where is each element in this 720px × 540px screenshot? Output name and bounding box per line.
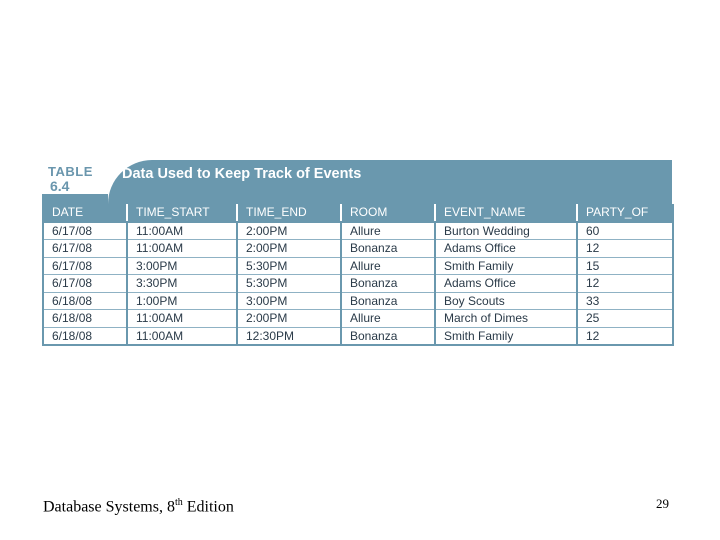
book-title-suffix: Edition xyxy=(182,498,234,516)
table-cell: 12 xyxy=(577,327,674,346)
table-cell: Smith Family xyxy=(435,327,578,346)
table-label-word: TABLE xyxy=(48,164,93,179)
table-cell: March of Dimes xyxy=(435,309,578,328)
table-cell: 15 xyxy=(577,257,674,275)
table-cell: Bonanza xyxy=(341,327,436,346)
table-cell: 2:00PM xyxy=(237,309,342,328)
table-cell: 6/17/08 xyxy=(42,239,128,258)
table-cell: Boy Scouts xyxy=(435,292,578,310)
table-cell: 12 xyxy=(577,239,674,258)
table-row: 6/17/08 11:00AM 2:00PM Allure Burton Wedding… xyxy=(42,221,674,240)
column-header: TIME_END xyxy=(237,204,342,223)
table-cell: 6/18/08 xyxy=(42,309,128,328)
table-cell: 6/18/08 xyxy=(42,292,128,310)
table-cell: 11:00AM xyxy=(127,221,238,240)
table-row: 6/17/08 3:30PM 5:30PM Bonanza Adams Office 12 xyxy=(42,274,674,293)
table-cell: 3:30PM xyxy=(127,274,238,293)
book-title: Database Systems, 8th Edition xyxy=(43,497,234,516)
table-cell: 5:30PM xyxy=(237,274,342,293)
table-row: 6/18/08 11:00AM 12:30PM Bonanza Smith Family… xyxy=(42,327,674,346)
table-cell: Adams Office xyxy=(435,274,578,293)
column-header: PARTY_OF xyxy=(577,204,674,223)
column-header: TIME_START xyxy=(127,204,238,223)
book-title-sup: th xyxy=(174,497,183,508)
table-figure: TABLE 6.4 Data Used to Keep Track of Eve… xyxy=(42,160,674,346)
table-cell: 2:00PM xyxy=(237,221,342,240)
table-cell: 12 xyxy=(577,274,674,293)
table-cell: 1:00PM xyxy=(127,292,238,310)
table-label-number: 6.4 xyxy=(50,178,70,194)
table-cell: Bonanza xyxy=(341,274,436,293)
page-number: 29 xyxy=(656,496,669,511)
table-cell: Bonanza xyxy=(341,239,436,258)
table-cell: 11:00AM xyxy=(127,239,238,258)
table-cell: Allure xyxy=(341,309,436,328)
title-band-tail xyxy=(42,194,108,204)
table-cell: 2:00PM xyxy=(237,239,342,258)
table-header: TABLE 6.4 Data Used to Keep Track of Eve… xyxy=(42,160,672,204)
table-cell: 12:30PM xyxy=(237,327,342,346)
table-label: TABLE 6.4 xyxy=(42,160,118,204)
table-cell: Adams Office xyxy=(435,239,578,258)
table-cell: 11:00AM xyxy=(127,327,238,346)
table-cell: 60 xyxy=(577,221,674,240)
table-cell: 6/17/08 xyxy=(42,257,128,275)
table-cell: 5:30PM xyxy=(237,257,342,275)
table-body: 6/17/08 11:00AM 2:00PM Allure Burton Wedding… xyxy=(42,221,674,346)
table-cell: Burton Wedding xyxy=(435,221,578,240)
table-header-row: DATE TIME_START TIME_END ROOM EVENT_NAME PART… xyxy=(42,204,674,223)
column-header: DATE xyxy=(42,204,128,223)
table-cell: 6/17/08 xyxy=(42,274,128,293)
book-title-prefix: Database Systems, 8 xyxy=(43,498,175,516)
table-cell: Bonanza xyxy=(341,292,436,310)
table-cell: 6/18/08 xyxy=(42,327,128,346)
table-row: 6/18/08 11:00AM 2:00PM Allure March of Dimes… xyxy=(42,309,674,328)
table-cell: Allure xyxy=(341,221,436,240)
column-header: ROOM xyxy=(341,204,436,223)
table-title: Data Used to Keep Track of Events xyxy=(122,166,362,182)
table-cell: 25 xyxy=(577,309,674,328)
table-cell: Allure xyxy=(341,257,436,275)
table-row: 6/17/08 11:00AM 2:00PM Bonanza Adams Office 1… xyxy=(42,239,674,258)
column-header: EVENT_NAME xyxy=(435,204,578,223)
title-band xyxy=(108,160,672,204)
table-row: 6/17/08 3:00PM 5:30PM Allure Smith Family 15 xyxy=(42,257,674,275)
table-row: 6/18/08 1:00PM 3:00PM Bonanza Boy Scouts 33 xyxy=(42,292,674,310)
table-cell: 33 xyxy=(577,292,674,310)
table-cell: 3:00PM xyxy=(237,292,342,310)
table-cell: Smith Family xyxy=(435,257,578,275)
table-cell: 6/17/08 xyxy=(42,221,128,240)
table-cell: 3:00PM xyxy=(127,257,238,275)
events-table: DATE TIME_START TIME_END ROOM EVENT_NAME PART… xyxy=(42,204,674,346)
table-cell: 11:00AM xyxy=(127,309,238,328)
